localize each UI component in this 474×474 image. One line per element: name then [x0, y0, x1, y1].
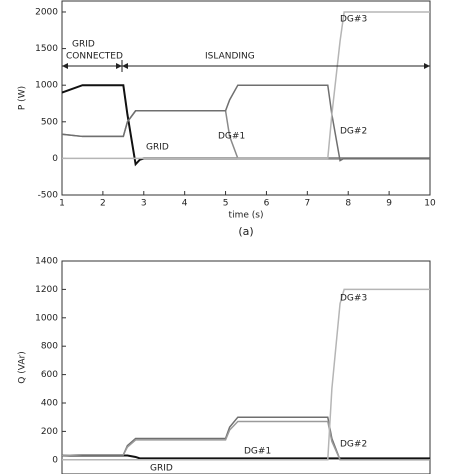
x-tick-label: 7	[304, 199, 310, 209]
x-tick-label: 8	[345, 199, 351, 209]
x-tick-label: 3	[141, 199, 147, 209]
annotation: DG#3	[340, 294, 367, 304]
x-tick-label: 6	[264, 199, 270, 209]
x-tick-label: 9	[386, 199, 392, 209]
x-tick-label: 2	[100, 199, 106, 209]
y-tick-label: 400	[41, 399, 58, 409]
series-group	[62, 288, 430, 461]
series-line	[62, 84, 430, 162]
series-line	[62, 454, 430, 460]
annotation: ISLANDING	[205, 52, 255, 62]
y-tick-label: -500	[38, 191, 59, 201]
y-tick-label: 0	[52, 455, 58, 465]
y-axis-label: Q (VAr)	[18, 351, 28, 383]
annotation: CONNECTED	[66, 52, 123, 62]
y-tick-label: 500	[41, 117, 58, 127]
y-tick-label: 1200	[35, 285, 58, 295]
annotation: DG#1	[244, 447, 271, 457]
annotation: DG#2	[340, 127, 367, 137]
series-line	[62, 288, 430, 461]
annotation: DG#1	[218, 132, 245, 142]
plot-frame	[61, 0, 431, 196]
y-axis-label: P (W)	[18, 86, 28, 110]
x-tick-label: 10	[424, 199, 436, 209]
annotation: GRID	[72, 40, 95, 50]
plot-frame	[61, 260, 431, 474]
y-tick-label: 1000	[35, 313, 58, 323]
annotation: DG#2	[340, 440, 367, 450]
y-tick-label: 2000	[35, 7, 58, 17]
x-tick-label: 5	[223, 199, 229, 209]
y-tick-label: 1000	[35, 81, 58, 91]
y-tick-label: 600	[41, 370, 58, 380]
annotation: DG#3	[340, 15, 367, 25]
y-tick-label: 0	[52, 154, 58, 164]
y-tick-label: 1400	[35, 257, 58, 267]
x-tick-label: 1	[59, 199, 65, 209]
y-tick-label: 800	[41, 342, 58, 352]
series-line	[62, 420, 430, 461]
annotation: GRID	[150, 464, 173, 474]
y-tick-label: 200	[41, 427, 58, 437]
x-axis-label: time (s)	[229, 211, 264, 221]
caption: (a)	[238, 225, 253, 238]
x-tick-label: 4	[182, 199, 188, 209]
annotation: GRID	[146, 143, 169, 153]
y-tick-label: 1500	[35, 44, 58, 54]
